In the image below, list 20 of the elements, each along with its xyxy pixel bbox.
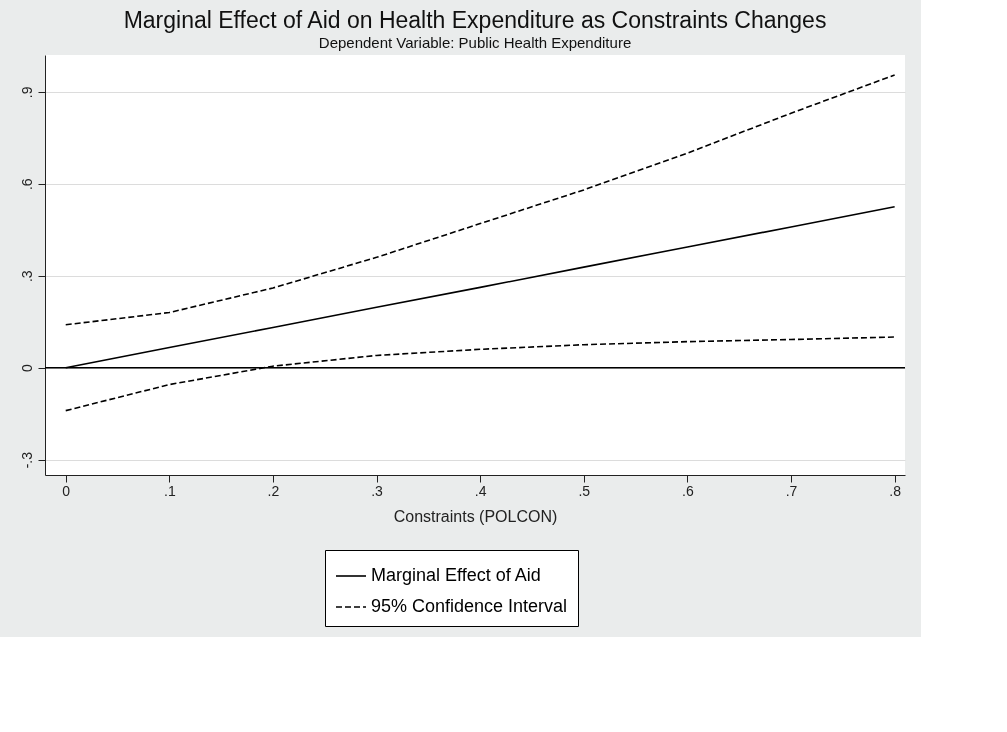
x-tick-label: .7: [785, 482, 798, 499]
line-series: [64, 74, 896, 326]
x-axis-title: Constraints (POLCON): [393, 507, 558, 525]
legend-label: Marginal Effect of Aid: [371, 565, 541, 585]
x-tick-label: .4: [474, 482, 487, 499]
chart-title: Marginal Effect of Aid on Health Expenditure as Constraints Changes: [123, 7, 827, 33]
x-tick-label: .3: [371, 482, 384, 499]
y-tick-label: 0: [18, 364, 35, 373]
legend-label: 95% Confidence Interval: [371, 596, 568, 616]
x-tick-label: .2: [267, 482, 280, 499]
x-tick-label: .6: [682, 482, 694, 499]
y-tick-label: .3: [18, 270, 35, 283]
y-tick-label: .6: [18, 178, 35, 191]
x-tick-label: 0: [62, 482, 71, 499]
chart-subtitle: Dependent Variable: Public Health Expenditure: [318, 34, 632, 51]
x-tick-label: .1: [163, 482, 176, 499]
y-tick-label: -.3: [18, 451, 35, 469]
x-tick-label: .8: [889, 482, 902, 499]
x-tick-label: .5: [578, 482, 591, 499]
y-tick-label: .9: [18, 86, 35, 99]
